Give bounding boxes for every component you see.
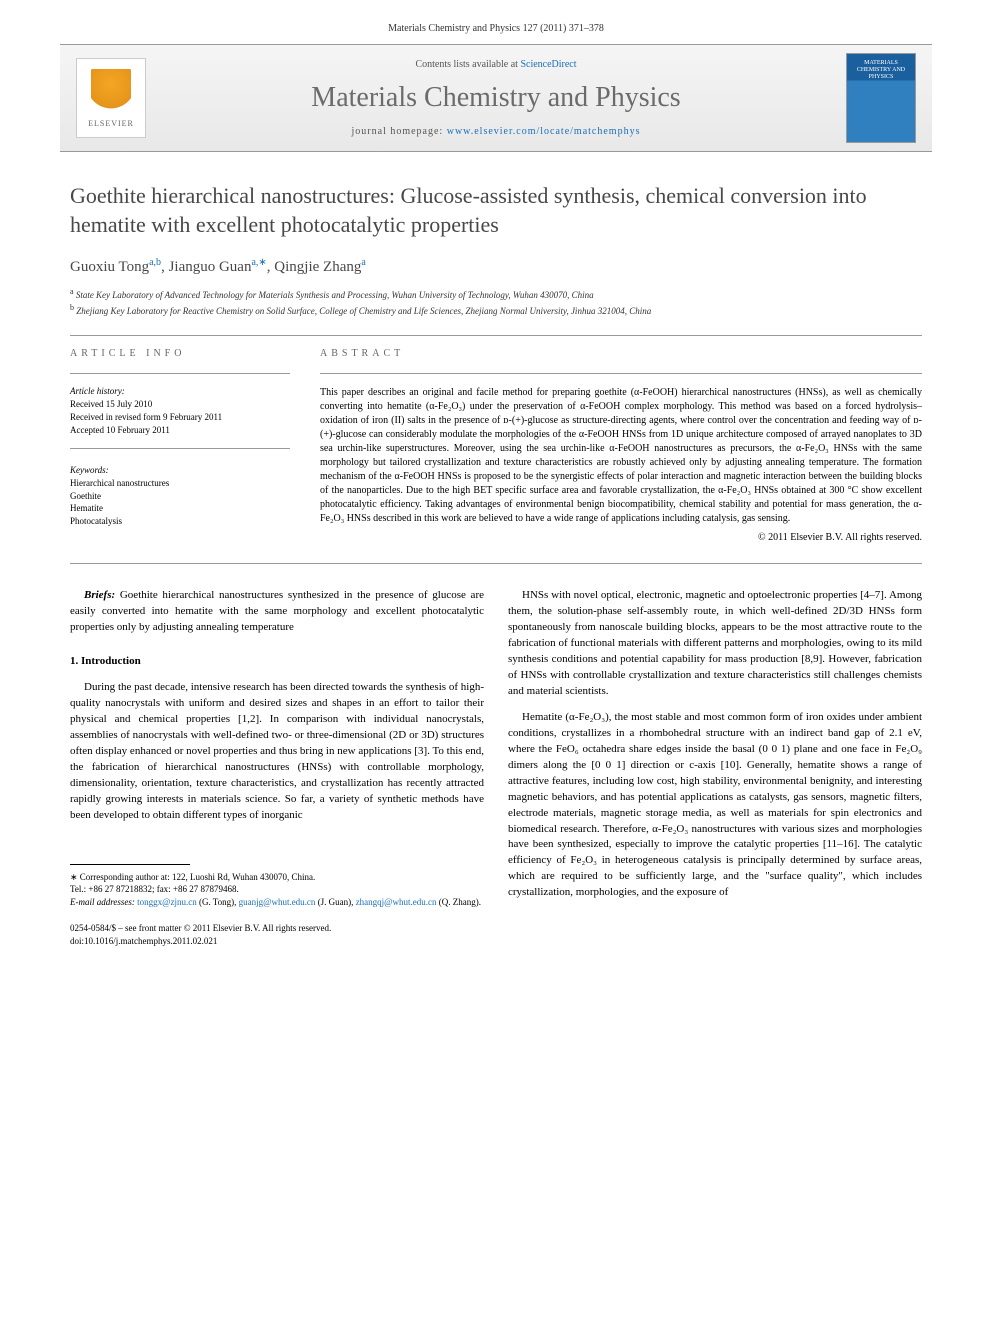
- keyword-4: Photocatalysis: [70, 515, 290, 528]
- keyword-2: Goethite: [70, 490, 290, 503]
- journal-title: Materials Chemistry and Physics: [146, 82, 846, 114]
- journal-cover-thumbnail: MATERIALS CHEMISTRY AND PHYSICS: [846, 53, 916, 143]
- email-3-link[interactable]: zhangqj@whut.edu.cn: [356, 897, 437, 907]
- revised-date: Received in revised form 9 February 2011: [70, 411, 290, 424]
- abstract-header: abstract: [320, 348, 922, 359]
- abstract-text: This paper describes an original and fac…: [320, 386, 922, 526]
- homepage-line: journal homepage: www.elsevier.com/locat…: [146, 126, 846, 137]
- copyright-line: 0254-0584/$ – see front matter © 2011 El…: [70, 922, 484, 935]
- main-content: Goethite hierarchical nanostructures: Gl…: [0, 152, 992, 968]
- briefs-label: Briefs:: [84, 589, 115, 601]
- info-abstract-row: article info Article history: Received 1…: [70, 348, 922, 543]
- info-divider: [70, 373, 290, 374]
- contents-prefix: Contents lists available at: [415, 59, 520, 70]
- authors-line: Guoxiu Tonga,b, Jianguo Guana,∗, Qingjie…: [70, 257, 922, 276]
- email-1-link[interactable]: tonggx@zjnu.cn: [137, 897, 197, 907]
- tel-line: Tel.: +86 27 87218832; fax: +86 27 87879…: [70, 883, 484, 896]
- abstract-col: abstract This paper describes an origina…: [320, 348, 922, 543]
- copyright-footer: 0254-0584/$ – see front matter © 2011 El…: [70, 922, 484, 947]
- author-2: Jianguo Guan: [169, 259, 252, 275]
- author-1-affil: a,b: [149, 257, 161, 268]
- affiliation-a: a State Key Laboratory of Advanced Techn…: [70, 286, 922, 302]
- email-label: E-mail addresses:: [70, 897, 135, 907]
- keywords-label: Keywords:: [70, 465, 290, 475]
- elsevier-label: ELSEVIER: [88, 119, 134, 128]
- sciencedirect-link[interactable]: ScienceDirect: [520, 59, 576, 70]
- received-date: Received 15 July 2010: [70, 398, 290, 411]
- abstract-copyright: © 2011 Elsevier B.V. All rights reserved…: [320, 532, 922, 543]
- page-header: Materials Chemistry and Physics 127 (201…: [0, 0, 992, 44]
- email-3-name: (Q. Zhang).: [436, 897, 481, 907]
- affiliations: a State Key Laboratory of Advanced Techn…: [70, 286, 922, 317]
- corresponding-author-footer: ∗ Corresponding author at: 122, Luoshi R…: [70, 854, 484, 948]
- intro-paragraph-1: During the past decade, intensive resear…: [70, 680, 484, 823]
- author-3-affil: a: [361, 257, 365, 268]
- journal-header-bar: ELSEVIER Contents lists available at Sci…: [60, 44, 932, 152]
- contents-available-line: Contents lists available at ScienceDirec…: [146, 59, 846, 70]
- intro-paragraph-2: HNSs with novel optical, electronic, mag…: [508, 588, 922, 700]
- email-2-name: (J. Guan),: [315, 897, 355, 907]
- email-1-name: (G. Tong),: [197, 897, 239, 907]
- divider-bottom: [70, 563, 922, 564]
- intro-paragraph-3: Hematite (α-Fe₂O₃), the most stable and …: [508, 710, 922, 901]
- author-3: Qingjie Zhang: [274, 259, 361, 275]
- keywords-block: Keywords: Hierarchical nanostructures Go…: [70, 465, 290, 527]
- article-info-header: article info: [70, 348, 290, 359]
- elsevier-tree-icon: [91, 69, 131, 119]
- footer-divider: [70, 864, 190, 865]
- briefs-block: Briefs: Goethite hierarchical nanostruct…: [70, 588, 484, 636]
- author-1: Guoxiu Tong: [70, 259, 149, 275]
- keyword-3: Hematite: [70, 502, 290, 515]
- briefs-text: Goethite hierarchical nanostructures syn…: [70, 589, 484, 633]
- article-info-col: article info Article history: Received 1…: [70, 348, 290, 543]
- abstract-divider: [320, 373, 922, 374]
- section-1-heading: 1. Introduction: [70, 654, 484, 670]
- corresponding-line: ∗ Corresponding author at: 122, Luoshi R…: [70, 871, 484, 884]
- affiliation-b: b Zhejiang Key Laboratory for Reactive C…: [70, 302, 922, 318]
- homepage-prefix: journal homepage:: [352, 126, 447, 137]
- divider-top: [70, 335, 922, 336]
- history-label: Article history:: [70, 386, 290, 396]
- article-title: Goethite hierarchical nanostructures: Gl…: [70, 182, 922, 239]
- email-line: E-mail addresses: tonggx@zjnu.cn (G. Ton…: [70, 896, 484, 909]
- cover-text: MATERIALS CHEMISTRY AND PHYSICS: [847, 60, 915, 82]
- email-2-link[interactable]: guanjg@whut.edu.cn: [239, 897, 316, 907]
- journal-reference: Materials Chemistry and Physics 127 (201…: [388, 23, 604, 34]
- homepage-link[interactable]: www.elsevier.com/locate/matchemphys: [447, 126, 641, 137]
- body-column-right: HNSs with novel optical, electronic, mag…: [508, 588, 922, 947]
- body-column-left: Briefs: Goethite hierarchical nanostruct…: [70, 588, 484, 947]
- keyword-1: Hierarchical nanostructures: [70, 477, 290, 490]
- author-2-affil: a,∗: [251, 257, 266, 268]
- doi-line: doi:10.1016/j.matchemphys.2011.02.021: [70, 935, 484, 948]
- accepted-date: Accepted 10 February 2011: [70, 424, 290, 437]
- elsevier-logo: ELSEVIER: [76, 58, 146, 138]
- body-columns: Briefs: Goethite hierarchical nanostruct…: [70, 588, 922, 947]
- header-center: Contents lists available at ScienceDirec…: [146, 59, 846, 137]
- info-divider-2: [70, 448, 290, 449]
